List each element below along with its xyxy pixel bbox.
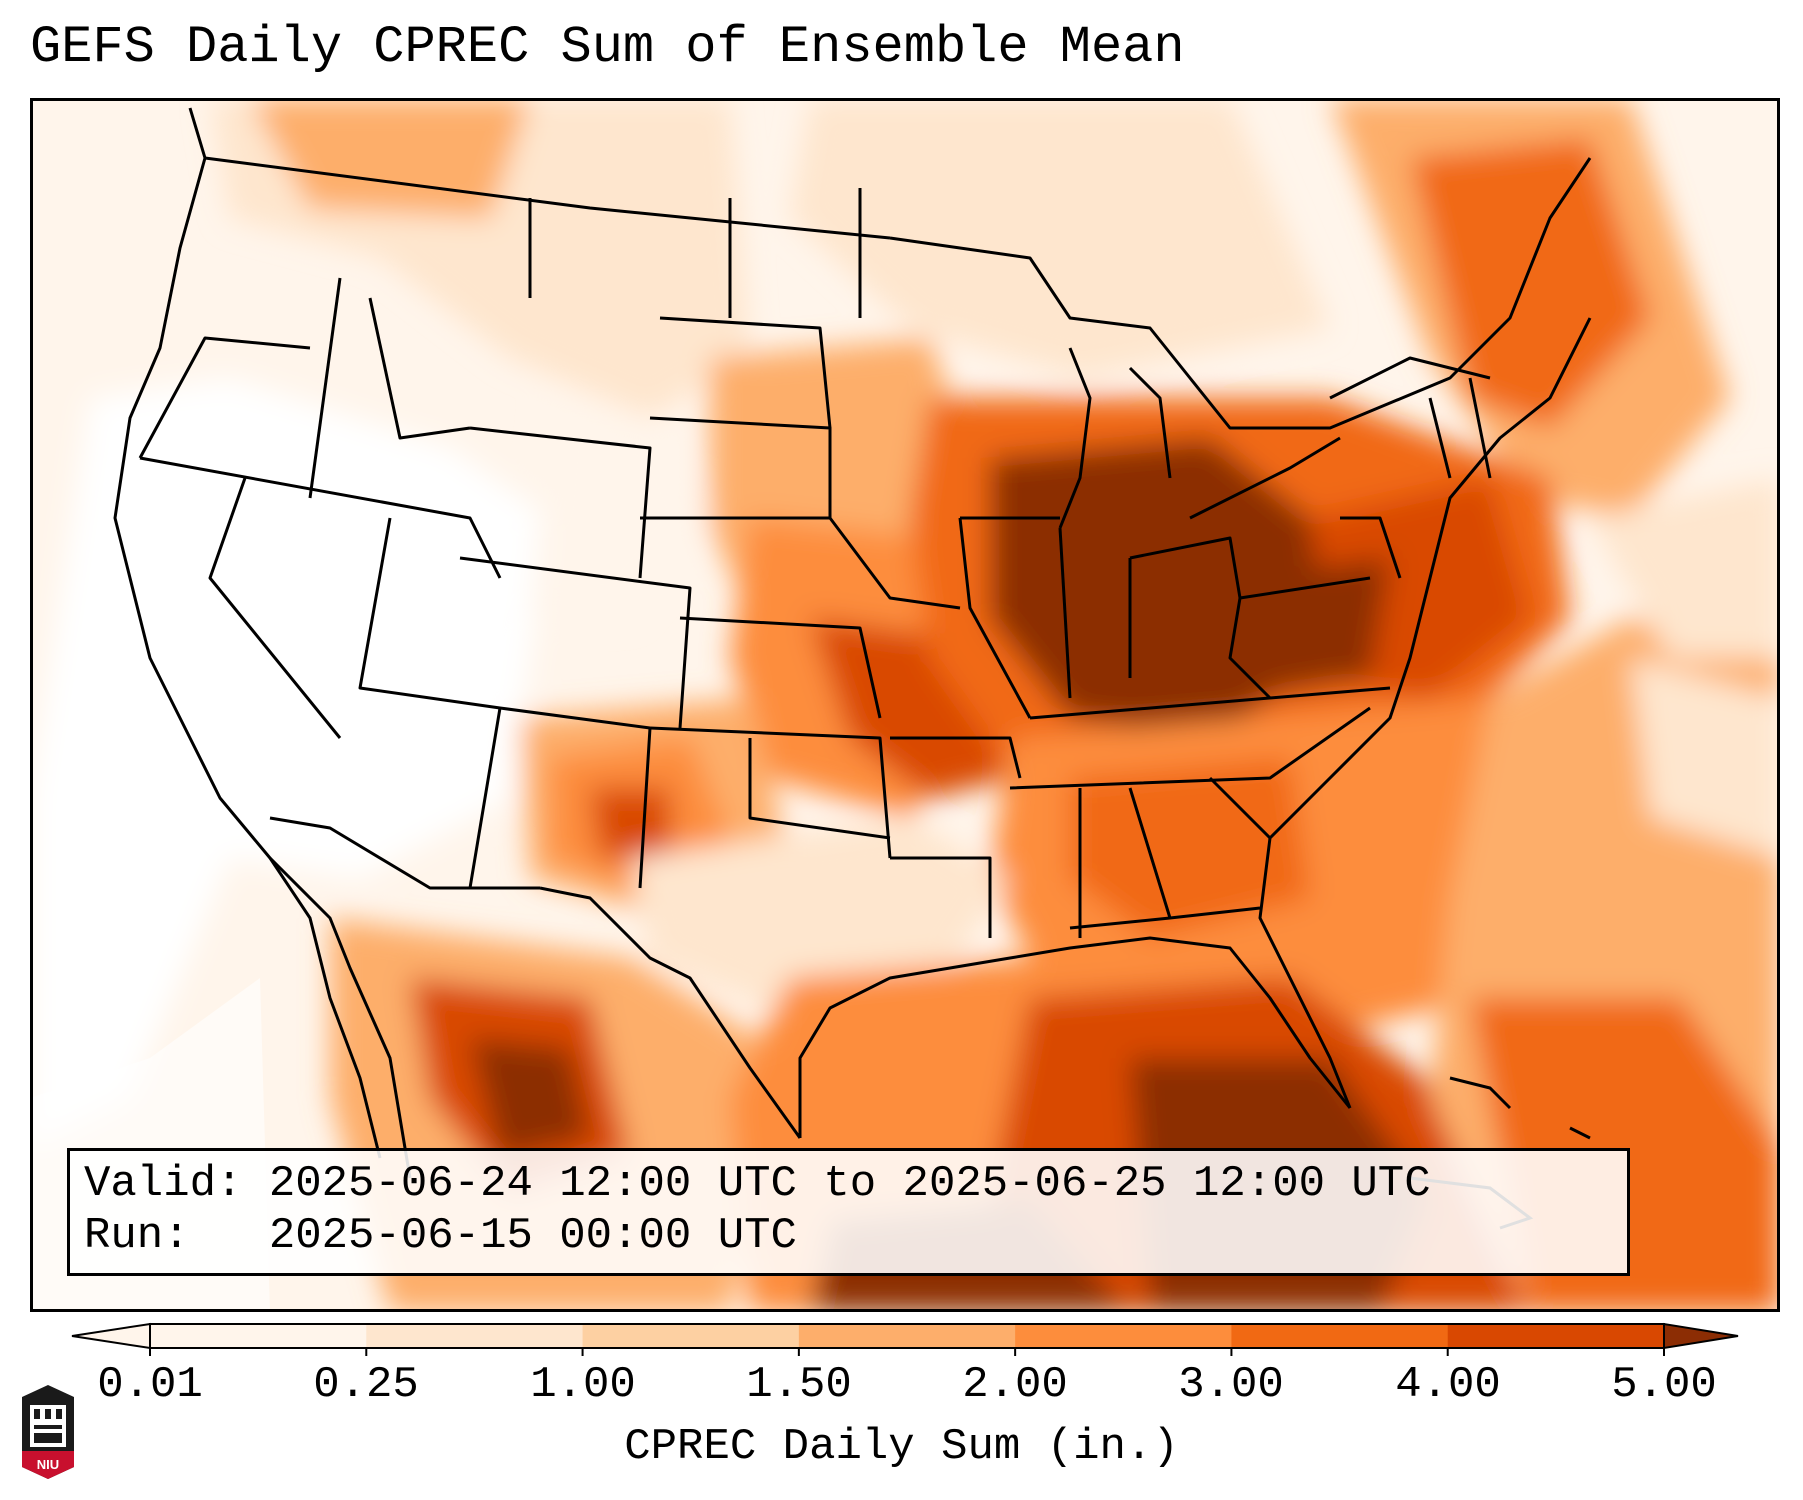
map-panel <box>30 98 1780 1312</box>
colorbar-extend-low <box>71 1322 151 1350</box>
boundaries <box>113 107 1592 1179</box>
colorbar-tick-label: 3.00 <box>1178 1360 1284 1410</box>
run-time-label: Run: 2025-06-15 00:00 UTC <box>84 1211 797 1261</box>
plot-title: GEFS Daily CPREC Sum of Ensemble Mean <box>30 18 1185 77</box>
svg-text:NIU: NIU <box>37 1457 59 1472</box>
colorbar-segment <box>366 1324 584 1348</box>
colorbar-segment <box>1231 1324 1449 1348</box>
colorbar-segment <box>150 1324 367 1348</box>
colorbar-extend-high <box>1663 1322 1739 1350</box>
valid-time-label: Valid: 2025-06-24 12:00 UTC to 2025-06-2… <box>84 1159 1431 1209</box>
colorbar-tick-label: 0.01 <box>97 1360 203 1410</box>
colorbar-frame <box>149 1323 1665 1349</box>
colorbar-title: CPREC Daily Sum (in.) <box>624 1422 1179 1472</box>
colorbar-segment <box>798 1324 1016 1348</box>
colorbar-tick-label: 1.50 <box>746 1360 852 1410</box>
niu-logo: NIU <box>22 1385 74 1479</box>
colorbar-segment <box>1447 1324 1665 1348</box>
colorbar-tick-label: 2.00 <box>962 1360 1068 1410</box>
colorbar-tick-label: 5.00 <box>1611 1360 1717 1410</box>
colorbar-tick-label: 0.25 <box>313 1360 419 1410</box>
precip-map <box>30 98 1780 1312</box>
info-box: Valid: 2025-06-24 12:00 UTC to 2025-06-2… <box>67 1148 1630 1276</box>
colorbar-tick-label: 1.00 <box>530 1360 636 1410</box>
colorbar-segment <box>582 1324 800 1348</box>
colorbar-tick-label: 4.00 <box>1395 1360 1501 1410</box>
map-frame <box>30 98 1780 1312</box>
colorbar <box>71 1322 1739 1356</box>
colorbar-segment <box>1015 1324 1232 1348</box>
